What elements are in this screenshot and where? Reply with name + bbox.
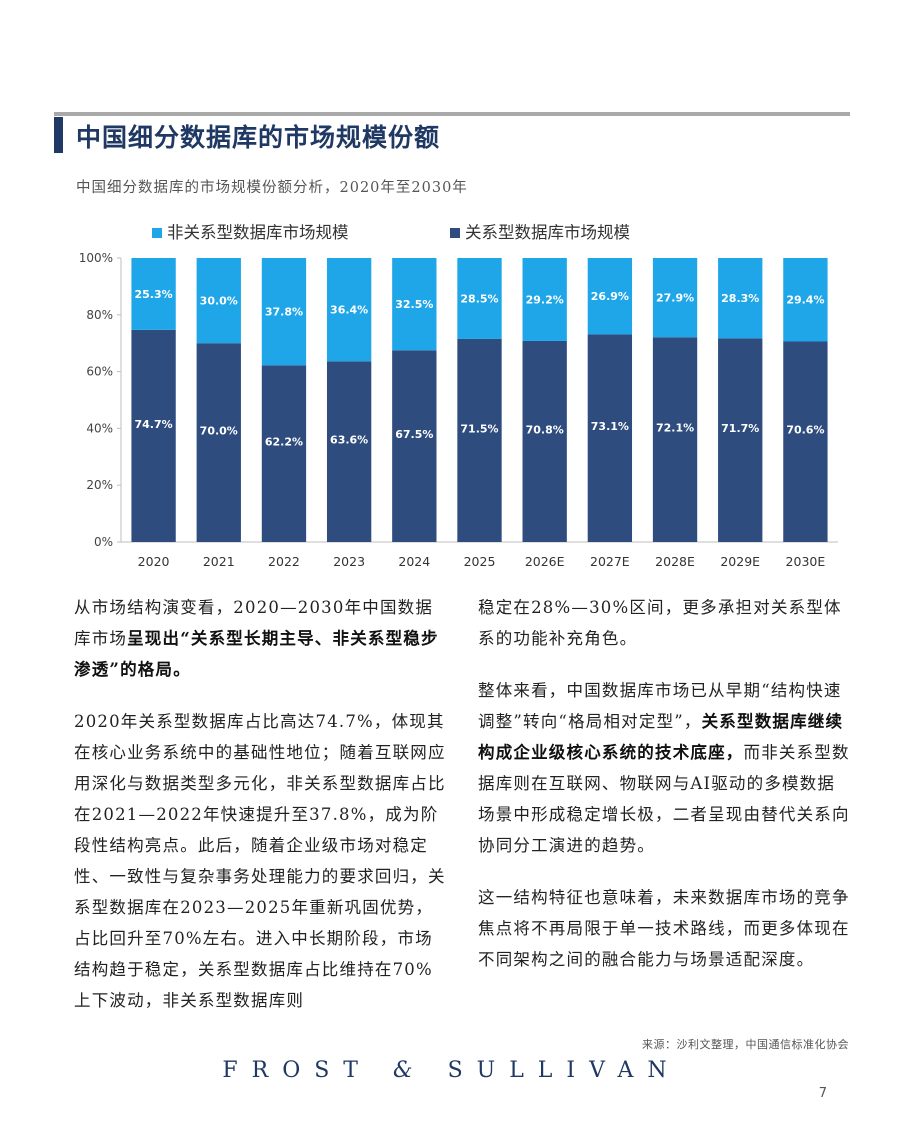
paragraph-emphasis: 呈现出“关系型长期主导、非关系型稳步渗透” bbox=[74, 629, 439, 679]
data-label-nonrelational: 32.5% bbox=[395, 298, 433, 311]
stacked-bar-chart: 非关系型数据库市场规模 关系型数据库市场规模 0% 20% 40% 60% 80% 100% 7… bbox=[79, 223, 838, 569]
y-tick-label: 0% bbox=[94, 535, 113, 549]
x-tick-label: 2024 bbox=[398, 554, 430, 569]
data-label-relational: 67.5% bbox=[395, 428, 433, 441]
paragraph-emphasis: 关系型数据库继续构成企业级核心系统的技术底座， bbox=[478, 712, 844, 762]
bar-nonrelational bbox=[783, 258, 828, 342]
data-label-relational: 73.1% bbox=[591, 420, 629, 433]
legend-swatch bbox=[450, 228, 460, 238]
bar-nonrelational bbox=[718, 258, 763, 339]
data-label-relational: 70.6% bbox=[786, 424, 824, 437]
bar-relational bbox=[326, 361, 372, 542]
paragraph-text: 整体来看，中国数据库市场已从早期“结构快速调整”转向“格局相对定型”， bbox=[478, 681, 842, 731]
y-tick-label: 80% bbox=[86, 308, 113, 322]
data-label-relational: 70.8% bbox=[526, 423, 564, 436]
x-tick-label: 2029E bbox=[720, 554, 760, 569]
top-rule bbox=[54, 112, 850, 116]
bar-relational bbox=[522, 340, 567, 542]
data-label-nonrelational: 37.8% bbox=[265, 306, 303, 319]
logo-ampersand: & bbox=[392, 1058, 427, 1083]
data-label-relational: 62.2% bbox=[265, 436, 303, 449]
data-label-relational: 70.0% bbox=[200, 425, 238, 438]
x-tick-label: 2030E bbox=[786, 554, 826, 569]
bar-relational bbox=[131, 329, 176, 542]
bar-nonrelational bbox=[587, 258, 633, 335]
bar-relational bbox=[457, 338, 502, 542]
data-label-nonrelational: 28.5% bbox=[460, 292, 498, 305]
paragraph: 稳定在28%—30%区间，更多承担对关系型体系的功能补充角色。 bbox=[478, 598, 842, 648]
page-number: 7 bbox=[818, 1086, 827, 1101]
data-label-relational: 63.6% bbox=[330, 434, 368, 447]
data-label-nonrelational: 25.3% bbox=[135, 288, 173, 301]
data-label-relational: 71.5% bbox=[460, 422, 498, 435]
data-label-nonrelational: 26.9% bbox=[591, 290, 629, 303]
data-label-relational: 71.7% bbox=[721, 422, 759, 435]
bar-relational bbox=[587, 334, 633, 542]
y-tick-label: 100% bbox=[79, 251, 113, 265]
data-label-nonrelational: 27.9% bbox=[656, 292, 694, 305]
x-tick-label: 2021 bbox=[203, 554, 235, 569]
body-column-left: 从市场结构演变看，2020—2030年中国数据库市场呈现出“关系型长期主导、非关… bbox=[74, 592, 446, 1037]
paragraph: 整体来看，中国数据库市场已从早期“结构快速调整”转向“格局相对定型”，关系型数据… bbox=[478, 675, 850, 861]
frost-sullivan-logo: FROST & SULLIVAN bbox=[0, 1058, 903, 1083]
bar-relational bbox=[261, 365, 307, 542]
x-tick-label: 2026E bbox=[525, 554, 565, 569]
data-label-nonrelational: 36.4% bbox=[330, 304, 368, 317]
x-tick-label: 2028E bbox=[655, 554, 695, 569]
bar-relational bbox=[718, 338, 763, 542]
bar-nonrelational bbox=[131, 258, 176, 330]
data-label-nonrelational: 29.4% bbox=[786, 294, 824, 307]
paragraph-text: 从市场结构演变看，2020—2030年中国数据库市场 bbox=[74, 598, 434, 648]
bar-nonrelational bbox=[392, 258, 437, 351]
title-accent-bar bbox=[54, 117, 63, 153]
bar-nonrelational bbox=[652, 258, 698, 338]
bar-relational bbox=[783, 341, 828, 542]
paragraph: 从市场结构演变看，2020—2030年中国数据库市场呈现出“关系型长期主导、非关… bbox=[74, 592, 446, 685]
chart-subtitle: 中国细分数据库的市场规模份额分析，2020年至2030年 bbox=[76, 180, 468, 196]
body-column-right: 稳定在28%—30%区间，更多承担对关系型体系的功能补充角色。 整体来看，中国数… bbox=[478, 592, 850, 996]
bar-nonrelational bbox=[522, 258, 567, 341]
data-label-nonrelational: 28.3% bbox=[721, 292, 759, 305]
bar-nonrelational bbox=[196, 258, 241, 344]
x-tick-label: 2022 bbox=[268, 554, 300, 569]
source-note: 来源：沙利文整理，中国通信标准化协会 bbox=[642, 1038, 849, 1051]
bar-nonrelational bbox=[261, 258, 307, 366]
data-label-relational: 74.7% bbox=[135, 418, 173, 431]
legend-swatch bbox=[152, 228, 162, 238]
bar-nonrelational bbox=[326, 258, 372, 362]
x-tick-label: 2020 bbox=[138, 554, 170, 569]
data-label-relational: 72.1% bbox=[656, 422, 694, 435]
logo-text-right: SULLIVAN bbox=[447, 1058, 681, 1083]
paragraph-emphasis: 的格局。 bbox=[120, 660, 191, 679]
x-tick-label: 2023 bbox=[333, 554, 365, 569]
legend-label: 非关系型数据库市场规模 bbox=[167, 223, 349, 242]
paragraph: 2020年关系型数据库占比高达74.7%，体现其在核心业务系统中的基础性地位；随… bbox=[74, 712, 446, 1010]
x-tick-label: 2027E bbox=[590, 554, 630, 569]
data-label-nonrelational: 30.0% bbox=[200, 295, 238, 308]
bar-relational bbox=[196, 343, 241, 542]
paragraph: 这一结构特征也意味着，未来数据库市场的竞争焦点将不再局限于单一技术路线，而更多体… bbox=[478, 888, 850, 969]
paragraph-text: 而非关系型数据库则在互联网、物联网与AI驱动的多模数据场景中形成稳定增长极，二者… bbox=[478, 743, 850, 855]
y-tick-label: 60% bbox=[86, 365, 113, 379]
y-tick-label: 20% bbox=[86, 478, 113, 492]
page-title: 中国细分数据库的市场规模份额 bbox=[76, 123, 441, 152]
data-label-nonrelational: 29.2% bbox=[526, 293, 564, 306]
bar-nonrelational bbox=[457, 258, 502, 339]
bar-relational bbox=[392, 350, 437, 542]
bar-relational bbox=[652, 337, 698, 542]
legend-label: 关系型数据库市场规模 bbox=[465, 223, 630, 242]
x-tick-label: 2025 bbox=[464, 554, 496, 569]
y-tick-label: 40% bbox=[86, 421, 113, 435]
logo-text-left: FROST bbox=[222, 1058, 372, 1083]
